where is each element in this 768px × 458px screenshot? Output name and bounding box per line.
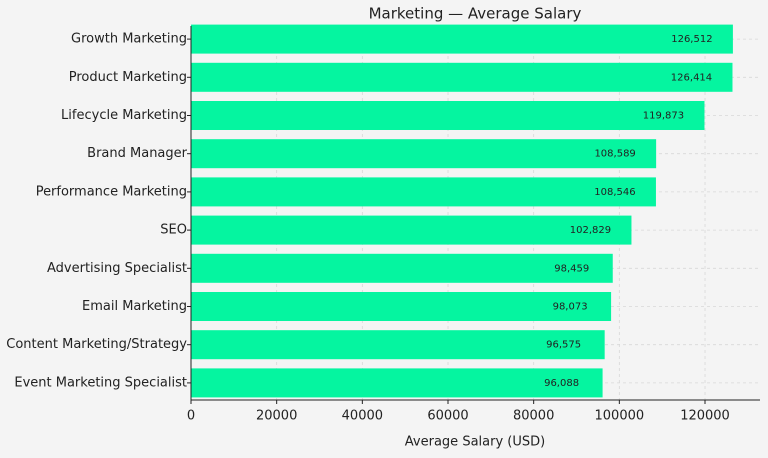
bar (191, 368, 603, 398)
bar (191, 177, 656, 207)
y-tick-label: Email Marketing (82, 299, 187, 314)
x-tick-label: 20000 (256, 409, 297, 424)
bar (191, 253, 613, 283)
value-label: 108,546 (594, 187, 635, 198)
x-tick-label: 40000 (342, 409, 383, 424)
bar (191, 62, 733, 92)
bar (191, 139, 657, 169)
x-tick-label: 0 (187, 409, 195, 424)
value-label: 126,512 (671, 34, 712, 45)
bar (191, 292, 612, 321)
y-tick-label: Lifecycle Marketing (61, 108, 187, 123)
x-tick-label: 120000 (680, 409, 730, 424)
value-label: 108,589 (594, 149, 635, 160)
y-tick-label: Content Marketing/Strategy (6, 337, 187, 352)
value-label: 119,873 (643, 111, 684, 122)
y-tick-label: SEO (160, 223, 187, 238)
bar (191, 101, 705, 130)
x-axis-label: Average Salary (USD) (405, 435, 545, 450)
value-label: 126,414 (671, 72, 712, 83)
y-tick-label: Growth Marketing (71, 32, 187, 47)
value-label: 98,459 (554, 263, 589, 274)
x-tick-label: 80000 (513, 409, 554, 424)
bar (191, 215, 632, 245)
bar (191, 330, 605, 360)
y-tick-label: Product Marketing (69, 70, 187, 85)
value-label: 96,575 (546, 340, 581, 351)
value-label: 98,073 (553, 302, 588, 313)
y-tick-label: Event Marketing Specialist (14, 375, 187, 390)
x-tick-label: 60000 (427, 409, 468, 424)
chart-title: Marketing — Average Salary (369, 5, 582, 23)
y-tick-label: Brand Manager (87, 146, 187, 161)
y-tick-label: Advertising Specialist (47, 261, 187, 276)
value-label: 102,829 (570, 225, 611, 236)
bar (191, 24, 733, 54)
value-label: 96,088 (544, 378, 579, 389)
x-tick-label: 100000 (595, 409, 645, 424)
y-tick-label: Performance Marketing (36, 184, 187, 199)
